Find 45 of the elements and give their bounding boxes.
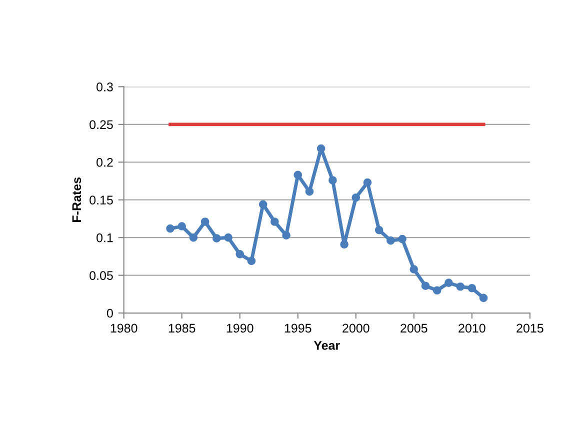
point <box>294 170 302 180</box>
x-tick-label: 2005 <box>400 324 428 333</box>
y-tick-label: 0 <box>106 308 113 318</box>
x-tick-label: 2015 <box>516 324 544 333</box>
point <box>178 222 186 230</box>
point <box>468 284 476 292</box>
point <box>282 231 290 240</box>
point <box>421 282 430 290</box>
point <box>363 178 372 187</box>
point <box>200 218 210 226</box>
y-tick-label: 0.05 <box>90 271 113 280</box>
point <box>374 226 384 234</box>
x-tick-label: 1995 <box>284 324 312 333</box>
x-tick-label: 1985 <box>168 324 196 333</box>
point <box>386 236 395 245</box>
point <box>479 294 488 302</box>
point <box>316 144 326 153</box>
point <box>236 250 244 258</box>
point <box>340 240 348 249</box>
point <box>410 265 418 274</box>
point <box>456 282 464 291</box>
point <box>270 218 279 226</box>
y-tick-label: 0.2 <box>96 158 113 167</box>
point <box>247 256 256 266</box>
point <box>224 233 232 242</box>
y-tick-label: 0.1 <box>96 233 113 242</box>
point <box>189 233 198 242</box>
x-tick-label: 1980 <box>110 324 138 333</box>
y-tick-label: 0.15 <box>90 196 113 205</box>
y-tick-label: 0.25 <box>90 120 113 130</box>
x-tick-label: 2000 <box>342 324 370 333</box>
point <box>305 187 314 196</box>
x-tick-label: 2010 <box>458 324 486 333</box>
x-axis-title: Year <box>314 341 340 350</box>
point <box>398 234 406 244</box>
point <box>212 234 221 243</box>
point <box>432 286 442 295</box>
point <box>444 278 453 288</box>
point <box>352 193 360 202</box>
point <box>166 224 174 233</box>
point <box>328 176 337 184</box>
y-axis-title: F-Rates <box>72 177 82 222</box>
point <box>258 200 268 209</box>
x-tick-label: 1990 <box>226 324 254 333</box>
y-tick-label: 0.3 <box>96 82 113 92</box>
